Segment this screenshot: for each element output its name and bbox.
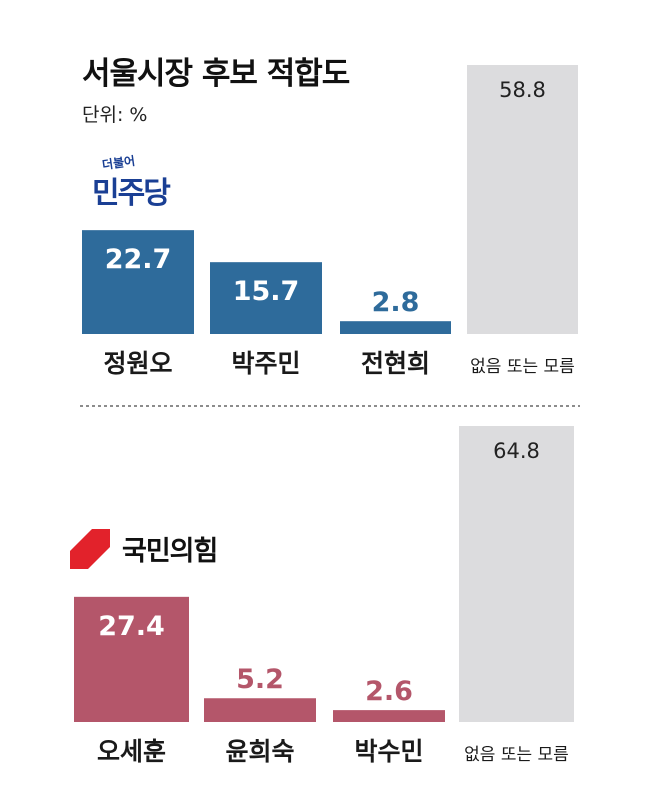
bar <box>204 698 316 722</box>
democratic-logo-text: 민주당 <box>92 176 171 211</box>
chart-title: 서울시장 후보 적합도 <box>82 56 350 92</box>
category-label: 전현희 <box>361 349 430 378</box>
bar <box>210 262 322 334</box>
ppp-logo-text: 국민의힘 <box>122 536 218 567</box>
data-label: 27.4 <box>98 611 165 642</box>
unit-label: 단위: % <box>82 104 148 126</box>
data-label: 15.7 <box>233 276 300 307</box>
category-label: 박수민 <box>354 737 423 766</box>
category-label: 오세훈 <box>97 737 166 766</box>
category-label: 박주민 <box>231 349 300 378</box>
data-label: 5.2 <box>236 664 284 695</box>
category-label: 정원오 <box>103 349 172 378</box>
democratic-party-logo: 더불어 민주당 <box>92 154 212 214</box>
bar <box>82 230 194 334</box>
bar <box>467 65 578 334</box>
data-label: 2.8 <box>372 287 420 318</box>
category-label: 없음 또는 모름 <box>464 745 569 765</box>
ppp-logo-mark-icon <box>70 529 110 569</box>
bar <box>459 426 574 722</box>
data-label: 2.6 <box>365 676 413 707</box>
data-label: 22.7 <box>105 244 172 275</box>
data-label: 58.8 <box>499 78 546 102</box>
data-label: 64.8 <box>493 439 540 463</box>
bar <box>333 710 445 722</box>
bar <box>340 321 451 334</box>
category-label: 없음 또는 모름 <box>470 357 575 377</box>
bar <box>74 596 189 722</box>
category-label: 윤희숙 <box>225 737 294 766</box>
